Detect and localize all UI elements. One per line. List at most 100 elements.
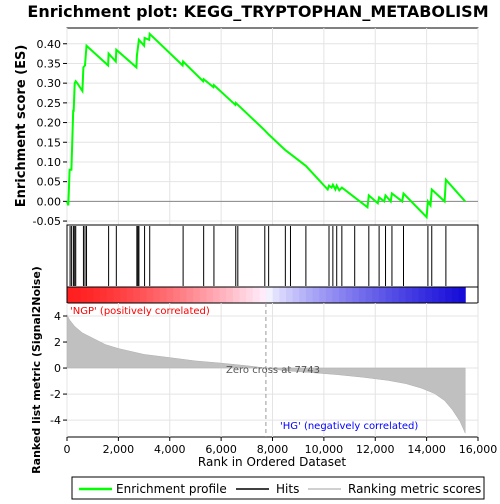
heat-bar-segment [226,287,234,303]
heat-bar-segment [146,287,154,303]
heat-bar-segment [67,287,75,303]
x-tick-label: 0 [64,443,71,456]
legend-box [71,476,485,500]
hit-marks [69,226,447,286]
heat-bar-segment [73,287,81,303]
heat-bar-segment [173,287,181,303]
heat-bar-segment [86,287,95,303]
heat-bar-segment [239,287,247,303]
heat-bar-segment [445,287,453,303]
heat-bar-segment [266,287,274,303]
heat-bar-segment [339,287,347,303]
heat-bar-segment [193,287,201,303]
heat-bar-segment [312,287,320,303]
zero-cross-label: Zero cross at 7743 [226,365,320,376]
heat-bar-segment [159,287,168,303]
heat-bar-segment [405,287,413,303]
heat-bar-segment [378,287,387,303]
es-tick-label: 0.10 [37,156,62,169]
heat-bar-segment [431,287,440,303]
heat-bar-segment [418,287,426,303]
ranking-metric-area [66,314,466,434]
heat-bar-segment [219,287,227,303]
heat-bar-segment [345,287,353,303]
heat-bar-segment [232,287,241,303]
heat-bar-segment [186,287,194,303]
es-tick-label: 0.00 [37,195,62,208]
x-axis-label: Rank in Ordered Dataset [198,455,346,469]
heat-bar-segment [358,287,367,303]
es-tick-label: 0.30 [37,77,62,90]
heat-bar-segment [126,287,134,303]
heat-bar-segment [139,287,148,303]
negative-correlation-label: 'HG' (negatively correlated) [280,421,418,432]
heat-bar-segment [451,287,460,303]
es-y-axis-label: Enrichment score (ES) [14,45,29,208]
heat-bar-segment [80,287,88,303]
heat-bar-segment [332,287,340,303]
rank-heat-bar [66,286,479,304]
heat-bar-segment [113,287,121,303]
heat-bar-segment [319,287,327,303]
x-axis-ticks: 0 2,000 4,000 6,000 8,000 10,000 12,000 14,000 1… [64,437,498,456]
es-tick-label: 0.40 [37,38,62,51]
hits-panel-frame [66,224,479,288]
metric-tick-label: -2 [50,388,61,401]
metric-tick-label: -4 [50,414,61,427]
es-tick-label: 0.05 [37,176,62,189]
es-tick-label: -0.05 [33,215,61,228]
heat-bar-segment [385,287,393,303]
legend-enrichment-label: Enrichment profile [116,482,227,496]
heat-bar-segment [412,287,420,303]
heat-bar-segment [212,287,221,303]
legend-hits-label: Hits [276,482,299,496]
legend-metric-label: Ranking metric scores [348,482,481,496]
heat-bar-segment [199,287,207,303]
x-tick-label: 8,000 [257,443,289,456]
heat-bar-segment [179,287,188,303]
heat-bar-segment [100,287,108,303]
heat-bar-segment [438,287,446,303]
metric-tick-label: 2 [54,336,61,349]
heat-bar-segment [392,287,400,303]
heat-bar-segment [153,287,161,303]
heat-bar-segment [166,287,174,303]
es-grid [66,28,479,225]
x-tick-label: 4,000 [154,443,186,456]
heat-bar-segment [279,287,287,303]
metric-y-ticks: -4 -2 0 2 4 [50,310,67,427]
x-tick-label: 2,000 [103,443,135,456]
legend: Enrichment profile Hits Ranking metric s… [71,476,485,500]
x-tick-label: 12,000 [356,443,395,456]
es-tick-label: 0.20 [37,117,62,130]
heat-bar-segment [272,287,280,303]
heat-bar-segment [106,287,115,303]
x-tick-label: 10,000 [305,443,344,456]
heat-bar-segment [299,287,307,303]
heat-bar-segment [325,287,334,303]
heat-bar-segment [252,287,261,303]
positive-correlation-label: 'NGP' (positively correlated) [70,306,210,317]
heat-bar-segment [285,287,294,303]
x-tick-label: 6,000 [205,443,237,456]
x-tick-label: 16,000 [459,443,498,456]
heat-bar-segment [305,287,314,303]
heat-bar-segment [246,287,254,303]
es-tick-label: 0.15 [37,136,62,149]
heat-bar-segment [425,287,433,303]
heat-bar-segment [292,287,300,303]
heat-bar-segment [352,287,360,303]
heat-bar-segment [398,287,407,303]
es-tick-label: 0.25 [37,97,62,110]
heat-bar-segment [206,287,214,303]
metric-tick-label: 4 [54,310,61,323]
es-tick-label: 0.35 [37,57,62,70]
x-tick-label: 14,000 [407,443,446,456]
heat-bar-segment [372,287,380,303]
heat-bar-segment [458,287,466,303]
heat-bar-segment [93,287,101,303]
heat-bar-segment [120,287,128,303]
heat-bar-segment [365,287,373,303]
